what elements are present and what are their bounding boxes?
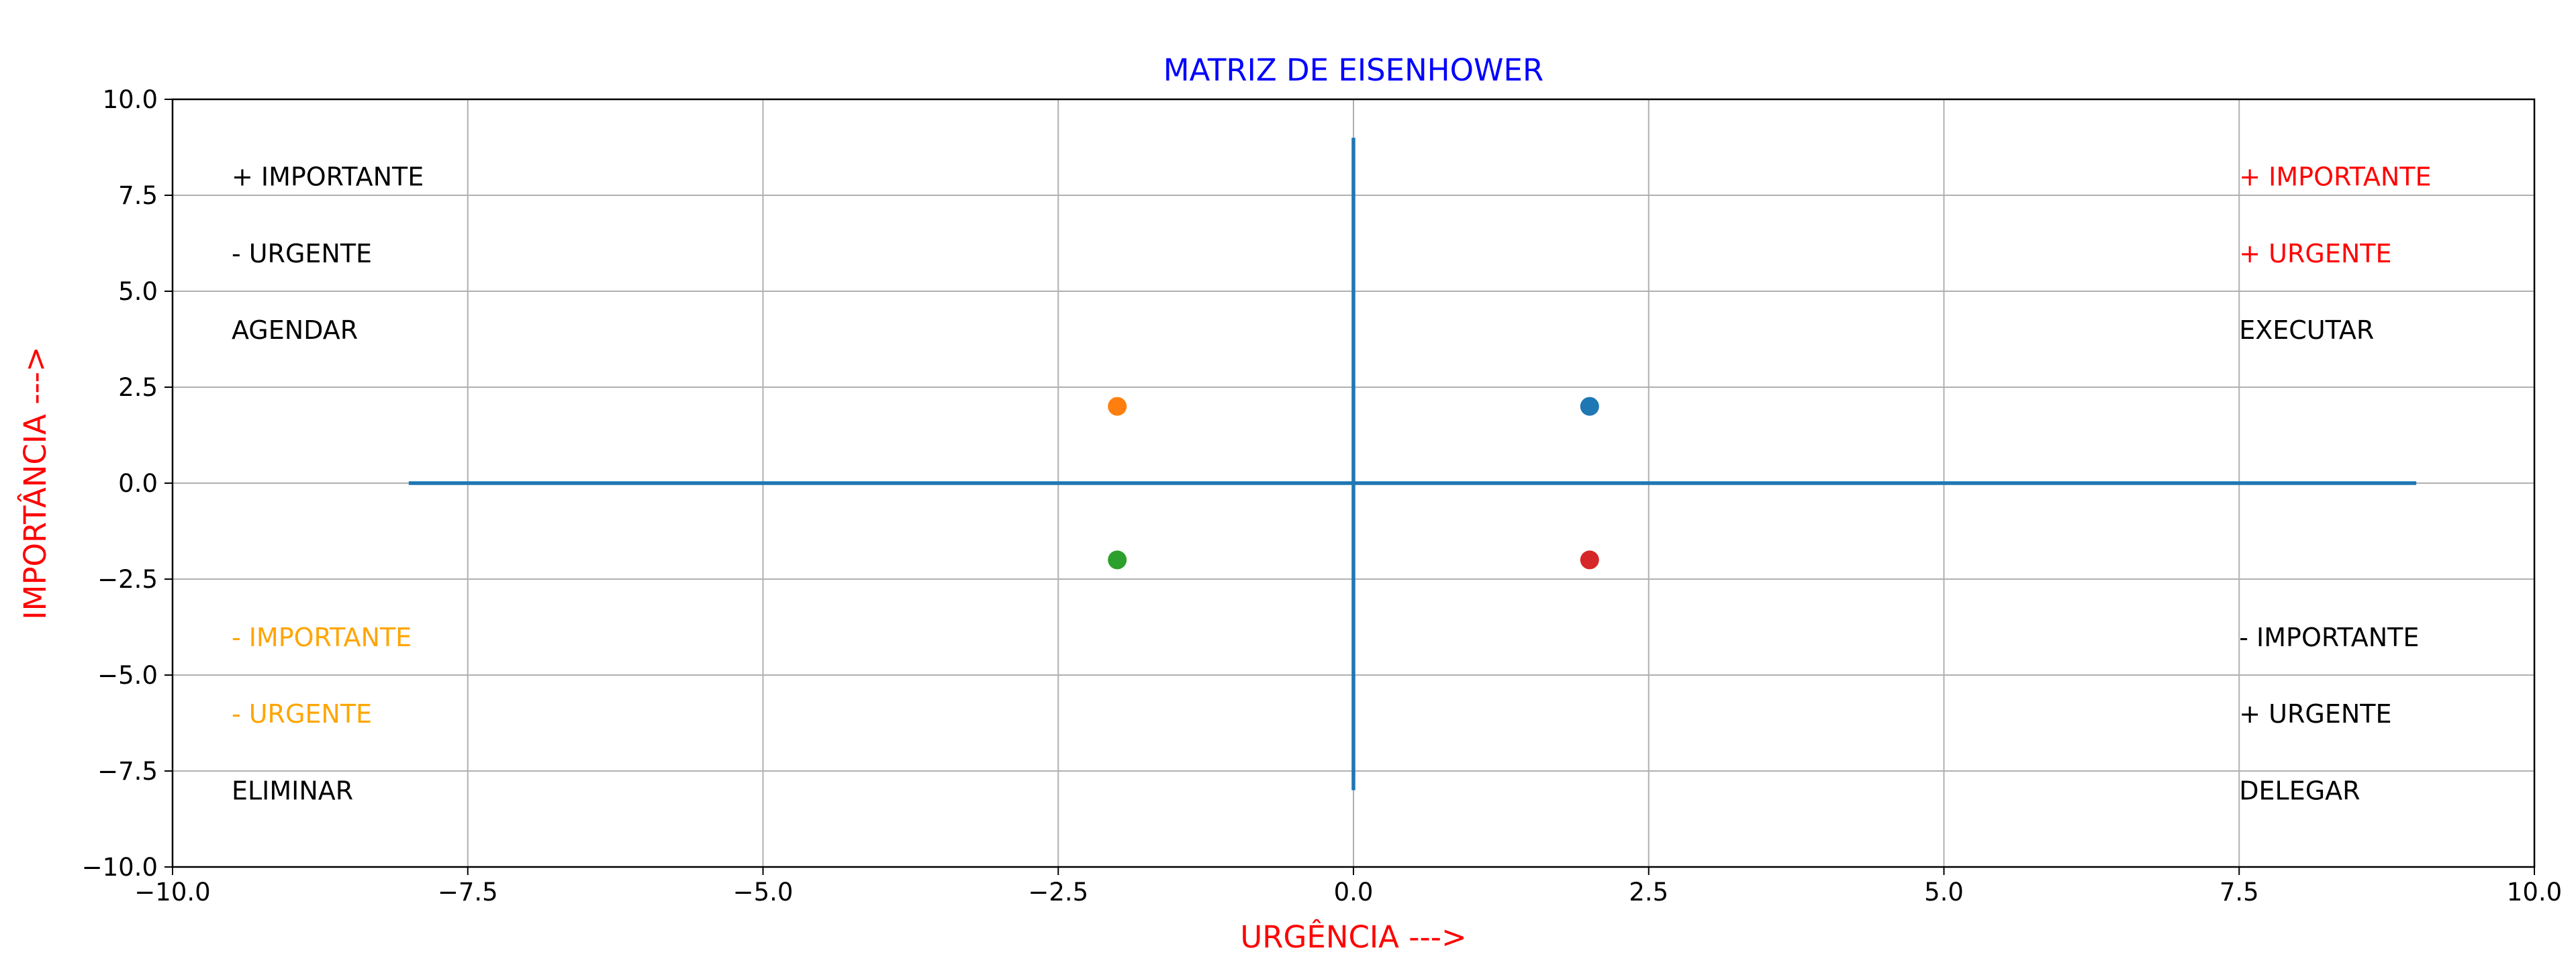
chart-title: MATRIZ DE EISENHOWER xyxy=(1163,52,1543,88)
y-tick-label: −10.0 xyxy=(82,853,158,882)
quadrant-annotation: - URGENTE xyxy=(232,239,372,268)
x-tick-label: −2.5 xyxy=(1028,878,1088,907)
quadrant-annotation: + URGENTE xyxy=(2239,699,2391,729)
quadrant-annotations: + IMPORTANTE - URGENTE AGENDAR + IMPORTANTE… xyxy=(232,162,2432,805)
quadrant-annotation: ELIMINAR xyxy=(232,776,353,806)
y-tick-label: −7.5 xyxy=(97,757,158,786)
y-tick-label: 2.5 xyxy=(118,373,158,402)
y-tick-label: −2.5 xyxy=(97,565,158,594)
quadrant-annotation: + IMPORTANTE xyxy=(232,162,424,191)
x-axis-title: URGÊNCIA ---> xyxy=(1240,919,1466,955)
quadrant-annotation: - IMPORTANTE xyxy=(2239,623,2419,652)
x-tick-label: −7.5 xyxy=(438,878,498,907)
x-tick-label: −5.0 xyxy=(733,878,794,907)
x-tick-label: 7.5 xyxy=(2220,878,2259,907)
axis-ticks: −10.0 −7.5 −5.0 −2.5 0.0 2.5 5.0 7.5 10.0 −10.0 −7… xyxy=(82,85,2563,907)
y-tick-label: −5.0 xyxy=(97,661,158,690)
data-point xyxy=(1580,550,1599,570)
data-points xyxy=(1108,397,1599,570)
y-tick-label: 0.0 xyxy=(118,469,158,498)
data-point xyxy=(1108,397,1127,416)
x-tick-label: 0.0 xyxy=(1334,878,1374,907)
quadrant-annotation: + IMPORTANTE xyxy=(2239,162,2431,191)
quadrant-annotation: - URGENTE xyxy=(232,699,372,729)
quadrant-lines xyxy=(408,138,2417,790)
x-tick-label: 5.0 xyxy=(1924,878,1964,907)
quadrant-annotation: EXECUTAR xyxy=(2239,315,2374,345)
data-point xyxy=(1580,397,1599,416)
y-tick-label: 7.5 xyxy=(118,181,158,210)
x-tick-label: 2.5 xyxy=(1629,878,1668,907)
quadrant-annotation: - IMPORTANTE xyxy=(232,623,412,652)
y-tick-label: 5.0 xyxy=(118,277,158,306)
quadrant-annotation: DELEGAR xyxy=(2239,776,2360,806)
data-point xyxy=(1108,550,1127,570)
x-tick-label: −10.0 xyxy=(134,878,210,907)
y-axis-title: IMPORTÂNCIA ---> xyxy=(17,346,53,619)
quadrant-annotation: AGENDAR xyxy=(232,315,358,345)
y-tick-label: 10.0 xyxy=(103,85,158,114)
x-tick-label: 10.0 xyxy=(2507,878,2562,907)
quadrant-annotation: + URGENTE xyxy=(2239,239,2391,268)
